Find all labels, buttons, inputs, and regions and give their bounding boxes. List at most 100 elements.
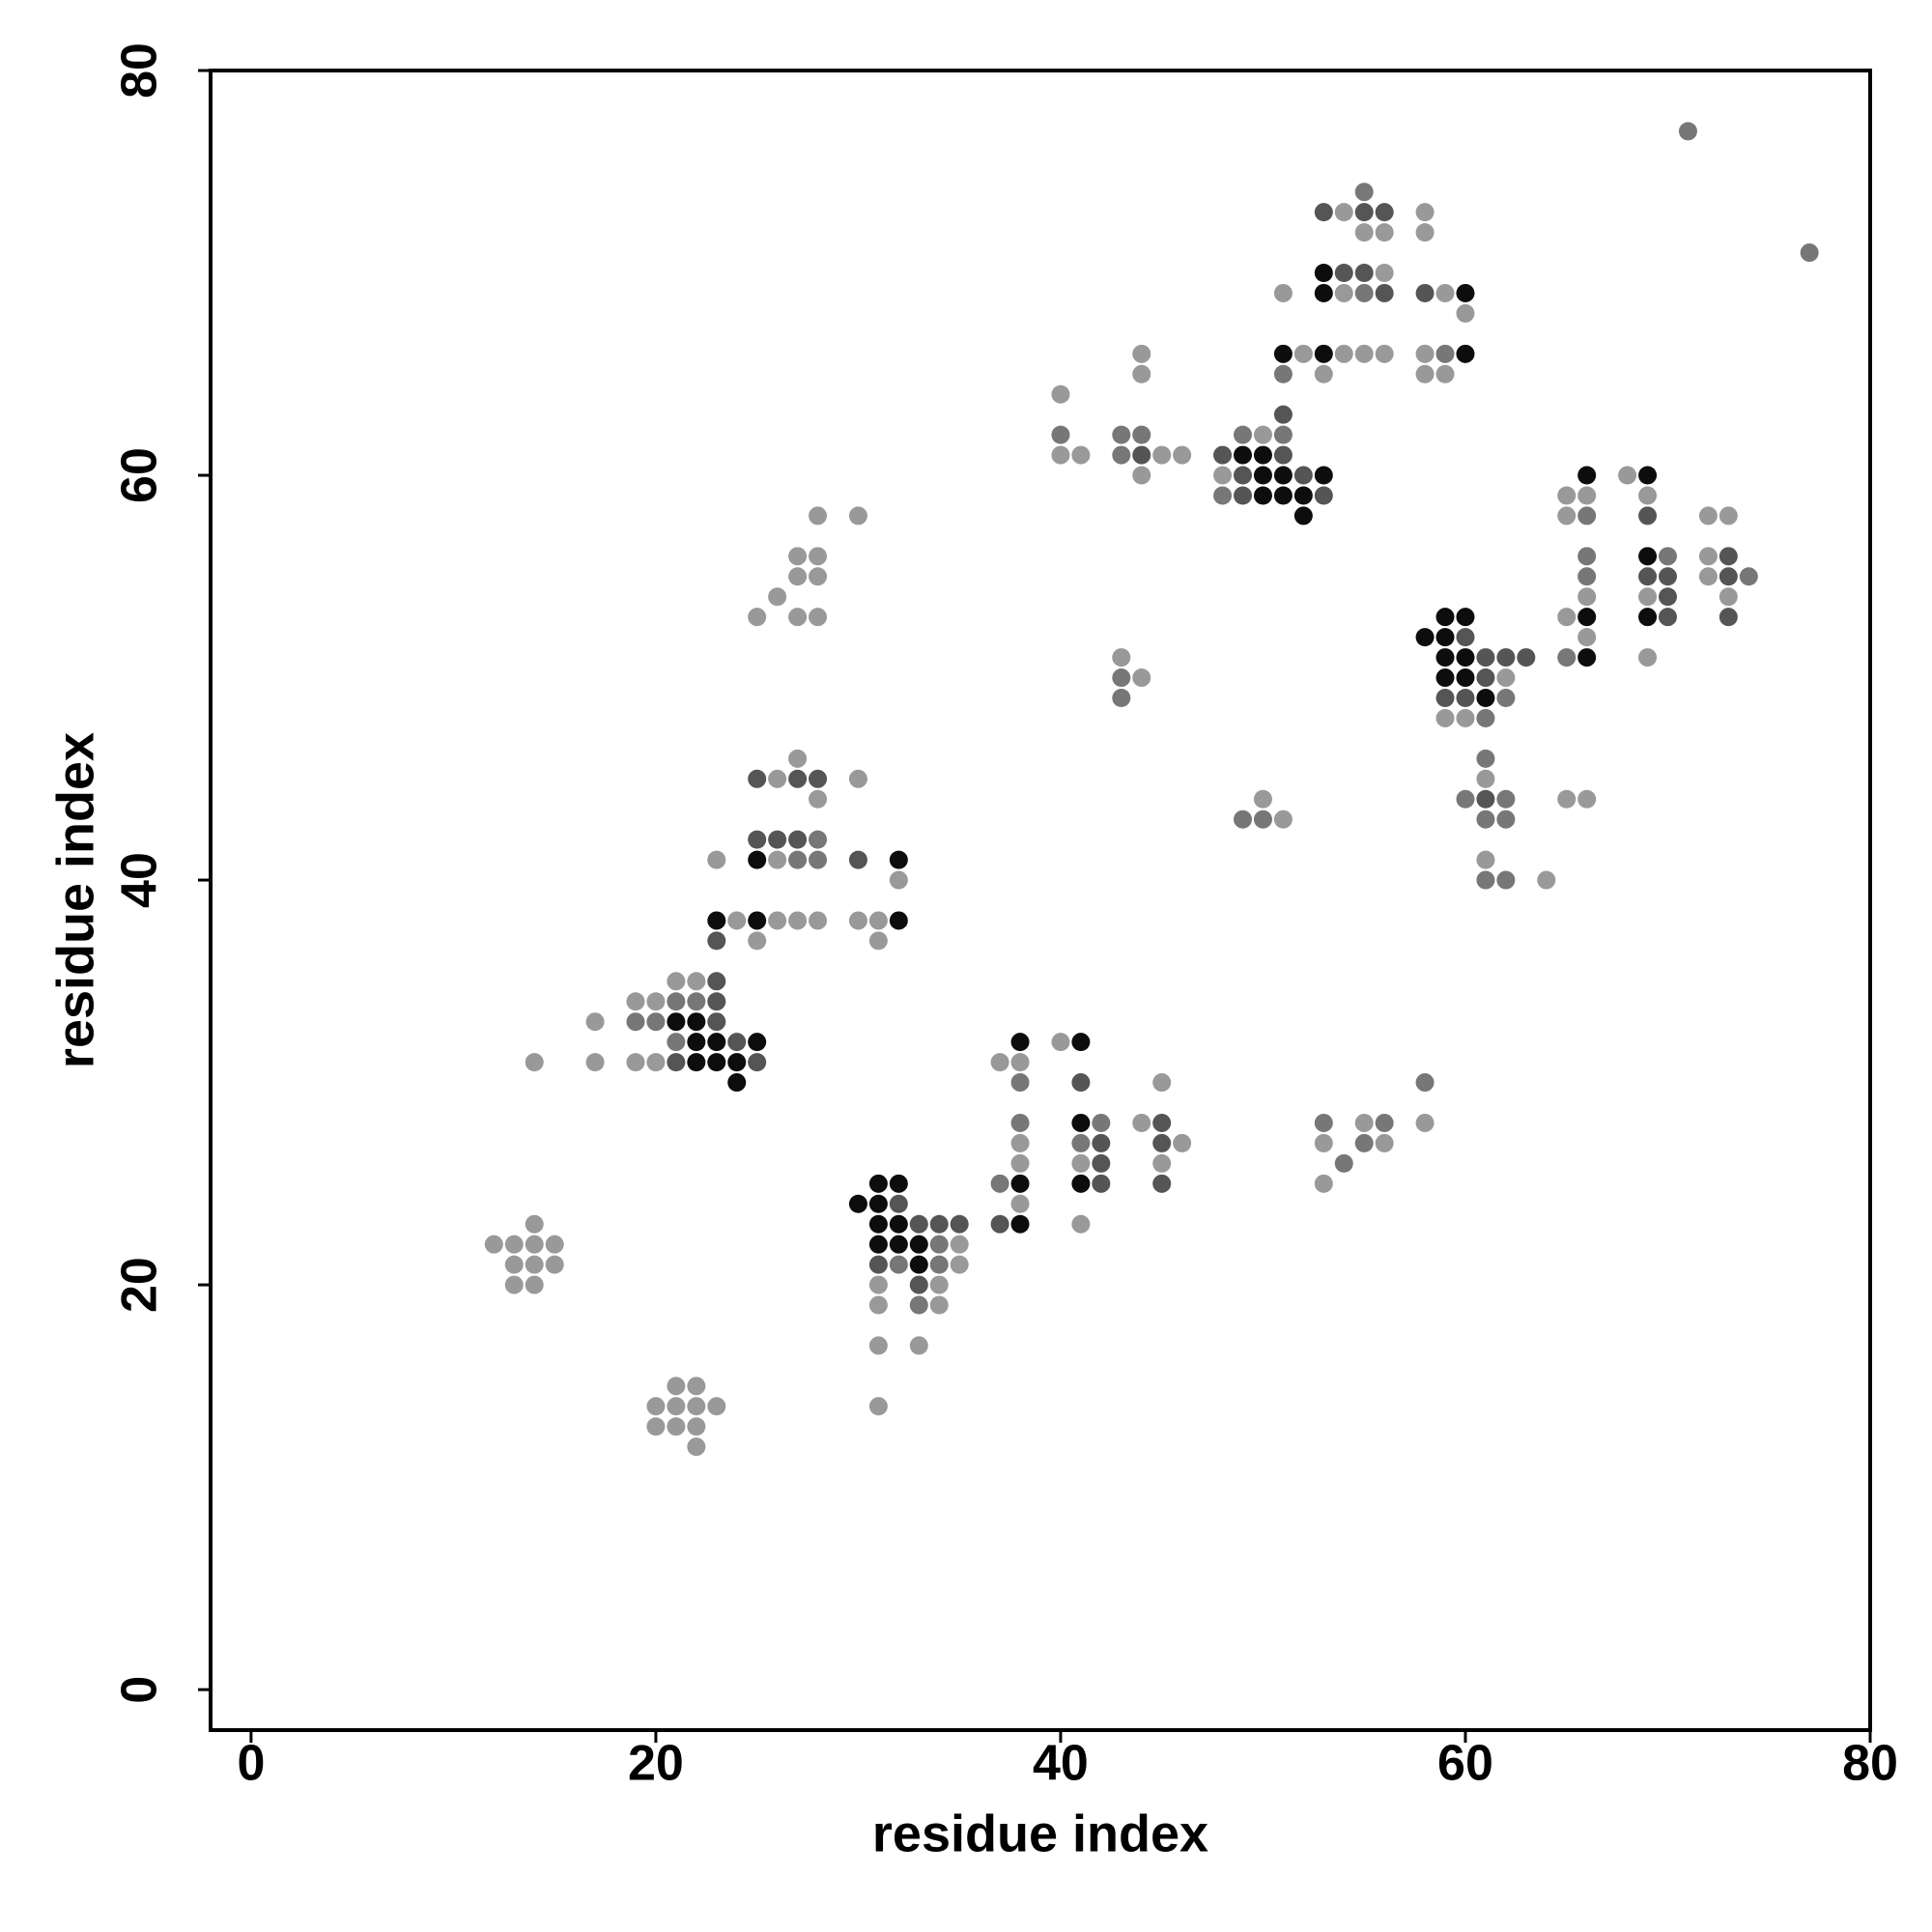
point	[727, 1033, 747, 1052]
y-tick-label: 60	[112, 447, 168, 503]
point	[1293, 466, 1313, 485]
point	[1456, 789, 1475, 809]
point	[1071, 445, 1091, 465]
point	[1375, 1113, 1394, 1132]
point	[1415, 223, 1435, 242]
point	[1638, 466, 1658, 485]
point	[889, 870, 908, 890]
point	[1071, 1214, 1091, 1234]
point	[1334, 1153, 1353, 1173]
point	[646, 1417, 666, 1436]
point	[1638, 567, 1658, 586]
point	[1152, 1133, 1172, 1152]
point	[1456, 648, 1475, 668]
point	[1435, 668, 1455, 688]
point	[868, 1336, 888, 1355]
point	[1658, 567, 1677, 586]
point	[1314, 344, 1333, 363]
point	[525, 1235, 544, 1254]
point	[585, 1053, 605, 1072]
point	[1010, 1133, 1030, 1152]
point	[848, 850, 867, 869]
point	[990, 1053, 1009, 1072]
point	[707, 1053, 726, 1072]
point	[545, 1255, 564, 1274]
point	[1314, 283, 1333, 302]
point	[1719, 567, 1738, 586]
point	[889, 1255, 908, 1274]
point	[1253, 810, 1272, 829]
point	[525, 1255, 544, 1274]
point	[1415, 203, 1435, 222]
point	[950, 1235, 969, 1254]
point	[1354, 223, 1374, 242]
point	[768, 587, 787, 607]
point	[1152, 1153, 1172, 1173]
point	[1273, 283, 1293, 302]
point	[667, 1012, 686, 1032]
point	[1557, 608, 1577, 627]
point	[1456, 283, 1475, 302]
point	[687, 1417, 706, 1436]
point	[1456, 628, 1475, 647]
point	[687, 1033, 706, 1052]
point	[1051, 384, 1070, 404]
point	[1577, 486, 1597, 505]
point	[1456, 608, 1475, 627]
point	[1314, 486, 1333, 505]
plot-frame	[209, 69, 1872, 1732]
point	[868, 1275, 888, 1294]
point	[1496, 870, 1516, 890]
point	[868, 931, 888, 951]
point	[1092, 1153, 1111, 1173]
point	[1719, 506, 1738, 526]
point	[1557, 506, 1577, 526]
point	[1314, 466, 1333, 485]
point	[1435, 608, 1455, 627]
point	[1496, 648, 1516, 668]
point	[1435, 283, 1455, 302]
point	[1577, 628, 1597, 647]
point	[1415, 344, 1435, 363]
point	[1314, 1133, 1333, 1152]
point	[1173, 445, 1192, 465]
point	[1517, 648, 1536, 668]
point	[1476, 668, 1495, 688]
point	[1435, 688, 1455, 707]
point	[868, 1235, 888, 1254]
point	[667, 1033, 686, 1052]
point	[1415, 364, 1435, 384]
point	[1618, 466, 1637, 485]
point	[809, 769, 828, 788]
point	[868, 1397, 888, 1416]
point	[1435, 708, 1455, 727]
point	[1273, 344, 1293, 363]
point	[1152, 1073, 1172, 1093]
point	[1293, 486, 1313, 505]
point	[1253, 466, 1272, 485]
point	[667, 1397, 686, 1416]
point	[1476, 810, 1495, 829]
point	[1334, 264, 1353, 283]
point	[707, 931, 726, 951]
point	[748, 850, 767, 869]
point	[809, 850, 828, 869]
point	[1273, 466, 1293, 485]
point	[1234, 445, 1253, 465]
point	[626, 992, 645, 1011]
point	[1375, 223, 1394, 242]
point	[1213, 466, 1233, 485]
point	[1234, 486, 1253, 505]
point	[1071, 1113, 1091, 1132]
point	[687, 1397, 706, 1416]
point	[1577, 547, 1597, 566]
point	[1314, 1174, 1333, 1193]
point	[1435, 364, 1455, 384]
point	[1638, 608, 1658, 627]
point	[1577, 789, 1597, 809]
point	[1719, 608, 1738, 627]
point	[525, 1053, 544, 1072]
point	[1092, 1113, 1111, 1132]
point	[909, 1235, 928, 1254]
